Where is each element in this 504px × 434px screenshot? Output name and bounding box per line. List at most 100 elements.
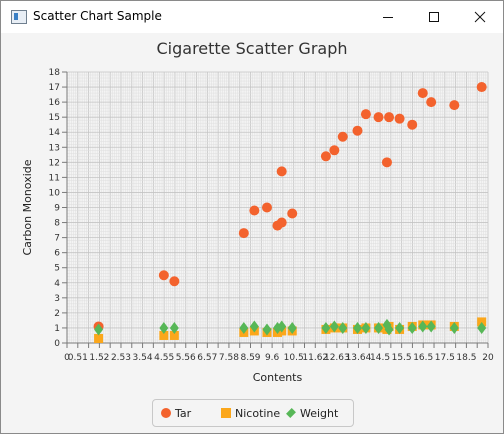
x-tick-label: 8.59 <box>240 353 260 363</box>
tar-point <box>261 202 272 213</box>
maximize-button[interactable] <box>411 1 457 33</box>
x-tick-label: 14.5 <box>370 353 390 363</box>
x-tick-label: 2.53 <box>111 353 131 363</box>
x-tick-label: 6.57 <box>197 353 217 363</box>
x-tick-label: 5.56 <box>176 353 196 363</box>
y-tick-label: 18 <box>49 68 61 78</box>
tar-point <box>381 157 392 168</box>
x-tick-label: 15.5 <box>392 353 412 363</box>
weight-point <box>169 321 179 334</box>
weight-point <box>262 323 272 336</box>
weight-point <box>321 321 331 334</box>
x-tick-label: 7.58 <box>219 353 239 363</box>
title-bar[interactable]: Scatter Chart Sample <box>1 1 503 33</box>
x-tick-label: 20 <box>482 353 494 363</box>
y-tick-label: 16 <box>49 98 61 108</box>
minimize-button[interactable] <box>365 1 411 33</box>
tar-point <box>373 112 384 123</box>
maximize-icon <box>429 12 439 22</box>
legend-label-weight: Weight <box>300 406 339 420</box>
tar-point <box>249 205 260 216</box>
y-tick-label: 14 <box>49 128 61 138</box>
weight-point <box>384 323 394 336</box>
legend-circle-marker <box>161 408 171 418</box>
chart-legend: Tar Nicotine Weight <box>152 399 354 427</box>
tar-point <box>337 131 348 142</box>
weight-point <box>374 321 384 334</box>
weight-point <box>352 321 362 334</box>
x-tick-label: 17.5 <box>435 353 455 363</box>
tar-point <box>352 125 363 136</box>
tar-point <box>238 228 249 239</box>
weight-point <box>239 321 249 334</box>
tar-point <box>329 145 340 156</box>
app-window-icon <box>11 10 27 24</box>
weight-point <box>361 321 371 334</box>
legend-label-tar: Tar <box>175 406 192 420</box>
legend-item-tar: Tar <box>161 400 191 426</box>
minimize-icon <box>383 17 393 18</box>
chart-plot: 00.51 1.52 2.53 3.54 4.55 5.56 6.57 7.58 8.59 9.6… <box>21 68 494 384</box>
window-title: Scatter Chart Sample <box>33 9 162 23</box>
x-tick-label: 0.51 <box>68 353 88 363</box>
x-tick-label: 13.64 <box>346 353 372 363</box>
weight-point <box>407 321 417 334</box>
y-tick-label: 7 <box>54 234 60 244</box>
tar-point <box>276 217 287 228</box>
tar-point <box>320 151 331 162</box>
weight-point <box>449 321 459 334</box>
chart-title: Cigarette Scatter Graph <box>156 39 348 58</box>
y-tick-label: 9 <box>54 204 60 214</box>
tar-point <box>426 97 437 108</box>
x-tick-label: 12.63 <box>324 353 350 363</box>
y-tick-label: 17 <box>49 83 60 93</box>
y-tick-label: 5 <box>54 264 60 274</box>
legend-item-nicotine: Nicotine <box>221 400 280 426</box>
y-tick-label: 11 <box>49 173 60 183</box>
y-tick-label: 8 <box>54 219 60 229</box>
tar-point <box>394 113 405 124</box>
tar-point <box>417 88 428 99</box>
x-tick-label: 10.5 <box>284 353 304 363</box>
weight-point <box>249 320 259 333</box>
legend-square-marker <box>221 408 231 418</box>
tar-point <box>276 166 287 177</box>
y-tick-label: 10 <box>49 188 61 198</box>
legend-label-nicotine: Nicotine <box>235 406 281 420</box>
tar-point <box>384 112 395 123</box>
y-tick-label: 1 <box>54 324 60 334</box>
tar-point <box>287 208 298 219</box>
y-tick-label: 6 <box>54 249 60 259</box>
weight-point <box>277 320 287 333</box>
weight-point <box>159 321 169 334</box>
x-tick-label: 1.52 <box>89 353 109 363</box>
tar-point <box>449 100 460 111</box>
weight-point <box>338 321 348 334</box>
tar-point <box>169 276 180 287</box>
y-tick-label: 3 <box>54 294 60 304</box>
legend-diamond-marker <box>286 408 296 418</box>
y-tick-label: 15 <box>49 113 60 123</box>
x-tick-label: 0 <box>64 353 70 363</box>
tar-point <box>360 109 371 120</box>
nicotine-point <box>159 330 169 340</box>
tar-point <box>476 82 487 93</box>
y-tick-label: 0 <box>54 339 60 349</box>
y-tick-label: 2 <box>54 309 60 319</box>
scatter-chart: Cigarette Scatter Graph 0 0.51 1.52 2.53 3.5… <box>1 33 503 433</box>
y-tick-label: 4 <box>54 279 60 289</box>
x-tick-label: 11.62 <box>302 353 328 363</box>
nicotine-point <box>94 333 104 343</box>
x-axis-label: Contents <box>253 371 303 384</box>
weight-point <box>94 323 104 336</box>
y-tick-label: 12 <box>49 158 60 168</box>
weight-point <box>395 321 405 334</box>
weight-point <box>477 321 487 334</box>
y-axis-label: Carbon Monoxide <box>21 159 34 255</box>
y-tick-label: 13 <box>49 143 60 153</box>
x-tick-label: 9.6 <box>265 353 280 363</box>
weight-point <box>329 320 339 333</box>
weight-point <box>287 321 297 334</box>
close-button[interactable] <box>457 1 503 33</box>
